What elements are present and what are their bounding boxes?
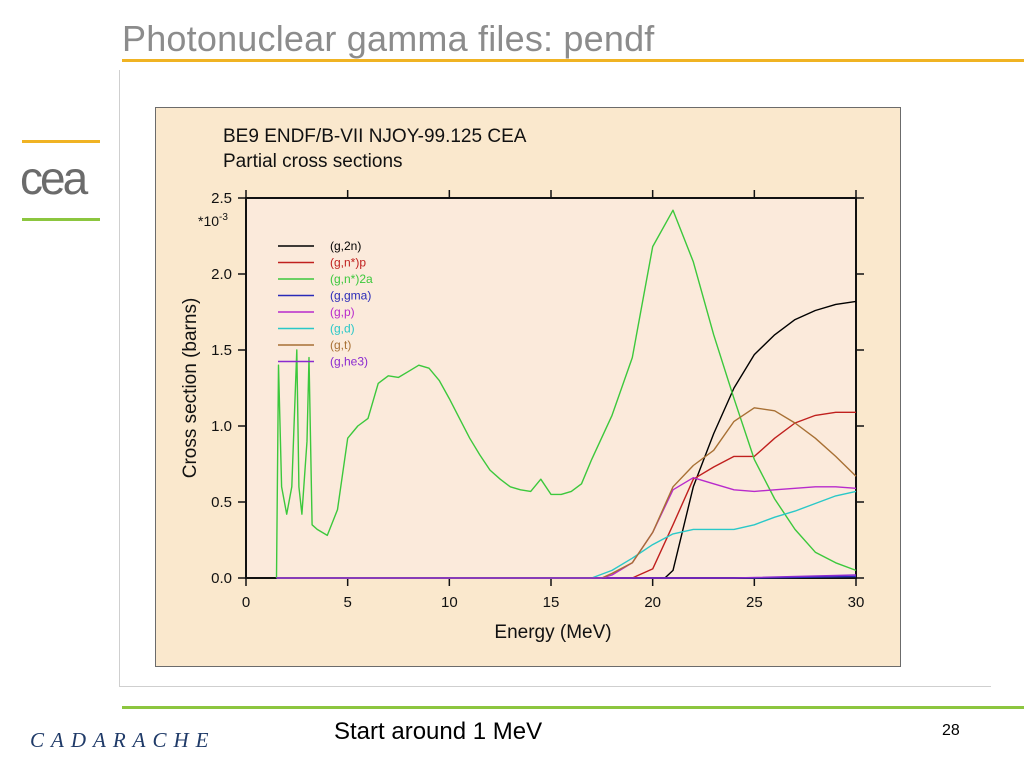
series-line [275, 209, 857, 579]
series-line [276, 574, 857, 579]
cea-logo-top-rule [22, 140, 100, 143]
title-rule [122, 59, 1024, 62]
legend-label: (g,2n) [330, 239, 361, 253]
x-tick-label: 0 [242, 594, 250, 611]
chart-subtitle: Partial cross sections [223, 151, 403, 172]
series-line [276, 411, 856, 579]
x-tick-label: 30 [848, 594, 865, 611]
cea-logo-text: cea [20, 158, 89, 202]
legend-label: (g,p) [330, 305, 355, 319]
y-tick-label: 2.0 [211, 266, 232, 283]
footer-caption: Start around 1 MeV [334, 718, 543, 745]
legend-label: (g,n*)2a [330, 272, 373, 286]
page-number: 28 [942, 722, 960, 739]
y-axis-multiplier: *10-3 [198, 212, 228, 229]
y-tick-label: 2.5 [211, 190, 232, 207]
footer-rule [122, 706, 1024, 709]
y-tick-label: 0.0 [211, 570, 232, 587]
content-bottom-divider [119, 686, 991, 687]
series-line [276, 300, 857, 579]
chart-panel: BE9 ENDF/B-VII NJOY-99.125 CEA Partial c… [155, 107, 901, 667]
cea-logo-bottom-rule [22, 218, 100, 221]
x-tick-label: 25 [746, 594, 763, 611]
cea-logo: cea [20, 158, 92, 202]
y-axis-label: Cross section (barns) [180, 298, 201, 479]
x-axis-label: Energy (MeV) [494, 622, 611, 643]
series-line [276, 407, 857, 579]
x-tick-label: 5 [343, 594, 351, 611]
plot-area [245, 197, 857, 579]
legend-label: (g,gma) [330, 289, 371, 303]
legend-label: (g,he3) [330, 355, 368, 369]
cadarache-logo: CADARACHE [30, 728, 216, 752]
cadarache-logo-box [18, 712, 230, 768]
slide-title: Photonuclear gamma files: pendf [122, 18, 655, 59]
y-tick-label: 0.5 [211, 494, 232, 511]
x-tick-label: 15 [543, 594, 560, 611]
left-divider [119, 70, 120, 686]
legend-label: (g,t) [330, 338, 351, 352]
x-tick-label: 20 [644, 594, 661, 611]
y-tick-label: 1.5 [211, 342, 232, 359]
series-line [276, 490, 857, 579]
legend-label: (g,d) [330, 322, 355, 336]
legend-label: (g,n*)p [330, 256, 366, 270]
chart-title: BE9 ENDF/B-VII NJOY-99.125 CEA [223, 126, 527, 147]
y-tick-label: 1.0 [211, 418, 232, 435]
cross-section-chart: BE9 ENDF/B-VII NJOY-99.125 CEA Partial c… [180, 126, 865, 643]
x-tick-label: 10 [441, 594, 458, 611]
series-line [276, 477, 857, 579]
